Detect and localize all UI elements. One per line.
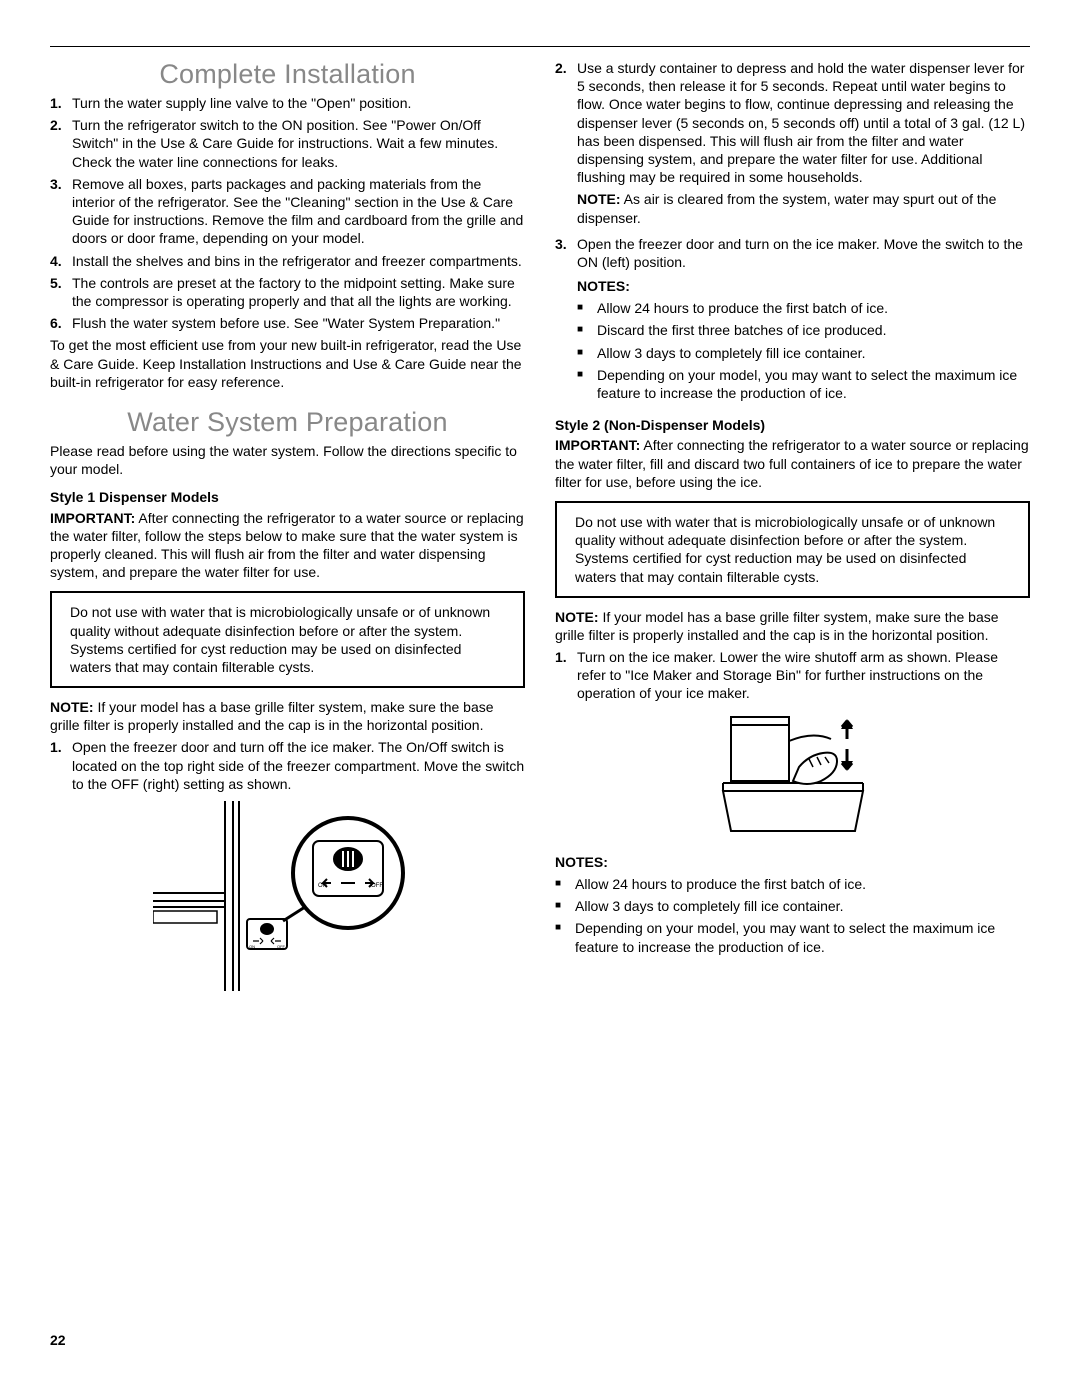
two-column-layout: Complete Installation 1.Turn the water s… — [50, 51, 1030, 1003]
style2-important: IMPORTANT: After connecting the refriger… — [555, 436, 1030, 491]
list-item: Allow 24 hours to produce the first batc… — [597, 299, 888, 317]
list-item: Remove all boxes, parts packages and pac… — [72, 175, 525, 248]
complete-install-after: To get the most efficient use from your … — [50, 336, 525, 391]
right-column: 2. Use a sturdy container to depress and… — [555, 51, 1030, 1003]
style1-note: NOTE: If your model has a base grille fi… — [50, 698, 525, 734]
list-item: Open the freezer door and turn on the ic… — [577, 235, 1030, 407]
water-intro: Please read before using the water syste… — [50, 442, 525, 478]
style2-steps: 1.Turn on the ice maker. Lower the wire … — [555, 648, 1030, 703]
step2-note: NOTE: As air is cleared from the system,… — [577, 190, 1030, 226]
list-item: Discard the first three batches of ice p… — [597, 321, 886, 339]
page: Complete Installation 1.Turn the water s… — [0, 0, 1080, 1397]
freezer-switch-figure: ON OFF ON OFF — [50, 801, 525, 995]
style2-heading: Style 2 (Non-Dispenser Models) — [555, 416, 1030, 434]
heading-complete-installation: Complete Installation — [50, 57, 525, 92]
notes-label: NOTES: — [577, 277, 1030, 295]
notes-label-2: NOTES: — [555, 853, 1030, 871]
list-item: Use a sturdy container to depress and ho… — [577, 59, 1030, 231]
svg-text:ON: ON — [318, 883, 327, 889]
list-item: Flush the water system before use. See "… — [72, 314, 525, 332]
list-item: Turn the refrigerator switch to the ON p… — [72, 116, 525, 171]
svg-text:OFF: OFF — [277, 944, 286, 949]
ice-maker-icon — [713, 711, 873, 841]
style1-heading: Style 1 Dispenser Models — [50, 488, 525, 506]
list-item: Turn on the ice maker. Lower the wire sh… — [577, 648, 1030, 703]
left-column: Complete Installation 1.Turn the water s… — [50, 51, 525, 1003]
ice-maker-figure — [555, 711, 1030, 845]
notes-list-1: Allow 24 hours to produce the first batc… — [577, 299, 1030, 402]
list-item: Allow 3 days to completely fill ice cont… — [575, 897, 843, 915]
list-item: Install the shelves and bins in the refr… — [72, 252, 525, 270]
style1-steps: 1.Open the freezer door and turn off the… — [50, 738, 525, 793]
list-item: Allow 24 hours to produce the first batc… — [575, 875, 866, 893]
warning-box-1: Do not use with water that is microbiolo… — [50, 591, 525, 688]
top-rule — [50, 46, 1030, 47]
notes-list-2: Allow 24 hours to produce the first batc… — [555, 875, 1030, 956]
style1-important: IMPORTANT: After connecting the refriger… — [50, 509, 525, 582]
freezer-switch-icon: ON OFF ON OFF — [153, 801, 423, 991]
heading-water-system: Water System Preparation — [50, 405, 525, 440]
svg-text:ON: ON — [249, 944, 255, 949]
page-number: 22 — [50, 1331, 66, 1349]
list-item: Allow 3 days to completely fill ice cont… — [597, 344, 865, 362]
style2-note: NOTE: If your model has a base grille fi… — [555, 608, 1030, 644]
style1-steps-continued: 2. Use a sturdy container to depress and… — [555, 59, 1030, 406]
list-item: The controls are preset at the factory t… — [72, 274, 525, 310]
list-item: Depending on your model, you may want to… — [575, 919, 1030, 955]
list-item: Depending on your model, you may want to… — [597, 366, 1030, 402]
list-item: Turn the water supply line valve to the … — [72, 94, 525, 112]
warning-box-2: Do not use with water that is microbiolo… — [555, 501, 1030, 598]
complete-install-list: 1.Turn the water supply line valve to th… — [50, 94, 525, 332]
svg-text:OFF: OFF — [371, 883, 383, 889]
list-item: Open the freezer door and turn off the i… — [72, 738, 525, 793]
